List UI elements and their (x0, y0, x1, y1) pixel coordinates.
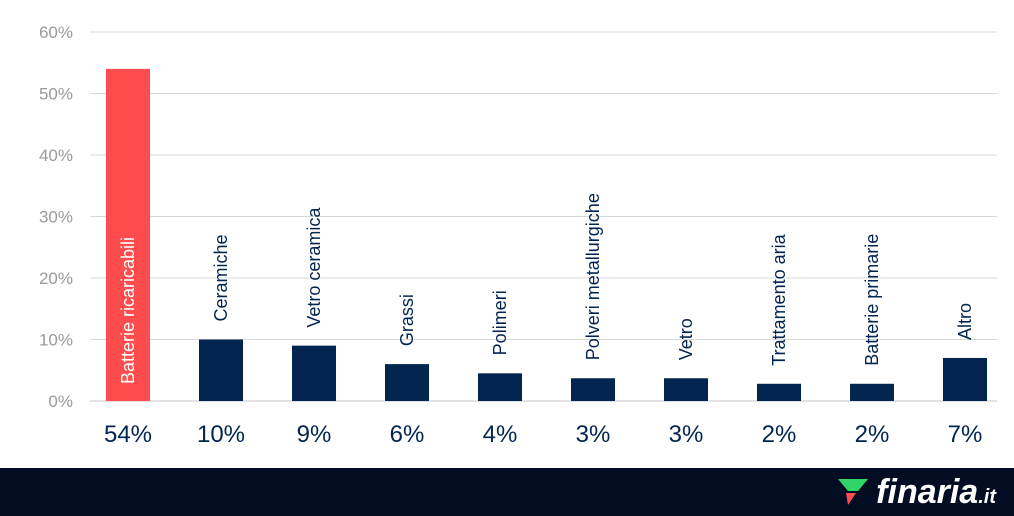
y-axis-tick-labels: 0% 10% 20% 30% 40% 50% 60% (39, 23, 73, 411)
finaria-logo-icon (838, 479, 869, 505)
category-label: Ceramiche (211, 234, 231, 321)
value-label: 7% (948, 421, 983, 448)
bars (106, 68, 987, 402)
category-label: Batterie primarie (862, 234, 882, 366)
value-label: 2% (762, 421, 797, 448)
y-tick-label: 10% (39, 331, 73, 350)
category-label: Altro (955, 303, 975, 340)
bar (106, 68, 150, 402)
y-tick-label: 0% (48, 392, 73, 411)
bar (385, 364, 429, 401)
category-labels: Batterie ricaricabili Ceramiche Vetro cera… (118, 193, 975, 384)
value-label: 54% (104, 421, 152, 448)
brand-tld: .it (978, 485, 996, 508)
brand-logo[interactable]: finaria .it (836, 468, 996, 516)
category-label: Polveri metallurgiche (583, 193, 603, 360)
bar-chart: 0% 10% 20% 30% 40% 50% 60% Batterie ricaricabi… (39, 23, 997, 448)
category-label: Grassi (397, 294, 417, 346)
y-tick-label: 60% (39, 23, 73, 42)
value-label: 4% (483, 421, 518, 448)
value-label: 10% (197, 421, 245, 448)
y-tick-label: 30% (39, 208, 73, 227)
footer-bar: finaria .it (0, 468, 1014, 516)
category-label: Polimeri (490, 290, 510, 355)
bar (571, 378, 615, 401)
category-label: Vetro ceramica (304, 207, 324, 328)
category-label: Batterie ricaricabili (118, 237, 138, 384)
y-tick-label: 40% (39, 146, 73, 165)
y-tick-label: 20% (39, 269, 73, 288)
bar (292, 345, 336, 401)
bar (199, 339, 243, 401)
value-label: 9% (297, 421, 332, 448)
value-label: 3% (669, 421, 704, 448)
category-label: Trattamento aria (769, 233, 789, 365)
value-label: 3% (576, 421, 611, 448)
value-labels: 54% 10% 9% 6% 4% 3% 3% 2% 2% 7% (104, 421, 982, 448)
bar (943, 357, 987, 401)
bar (478, 373, 522, 401)
category-label: Vetro (676, 318, 696, 360)
bar (757, 383, 801, 401)
bar (664, 378, 708, 401)
value-label: 2% (855, 421, 890, 448)
bar (850, 383, 894, 401)
y-tick-label: 50% (39, 85, 73, 104)
brand-name: finaria (876, 472, 979, 511)
value-label: 6% (390, 421, 425, 448)
